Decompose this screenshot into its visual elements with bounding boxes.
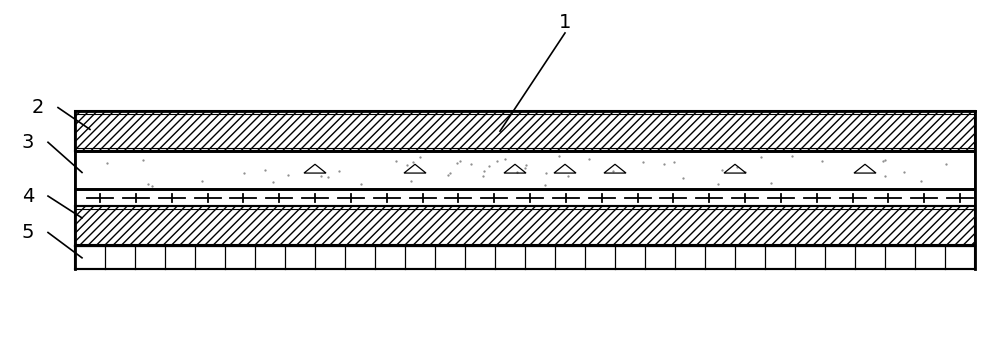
Point [476,168,492,174]
Point [517,165,533,170]
Point [560,173,576,178]
Point [135,157,151,162]
Point [440,172,456,178]
Point [442,170,458,176]
Point [489,159,505,164]
Text: 2: 2 [32,98,44,117]
Point [877,157,893,163]
Point [265,179,281,184]
Point [729,164,745,170]
Point [388,159,404,164]
Text: 1: 1 [559,13,571,32]
Text: 5: 5 [22,223,34,242]
Bar [75,111,975,151]
Point [518,162,534,168]
Point [551,154,567,159]
Point [675,176,691,181]
Point [144,183,160,188]
Point [353,181,369,187]
Point [405,159,421,165]
Point [320,175,336,180]
Point [666,159,682,165]
Text: 4: 4 [22,187,34,205]
Bar [75,152,975,189]
Point [403,178,419,184]
Point [896,169,912,174]
Point [635,160,651,165]
Text: 3: 3 [22,133,34,152]
Point [509,169,525,174]
Point [763,180,779,186]
Point [280,172,296,178]
Point [605,168,621,174]
Point [814,159,830,164]
Point [913,179,929,184]
Point [313,174,329,179]
Bar [75,190,975,206]
Point [714,167,730,172]
Point [449,161,465,166]
Point [194,178,210,183]
Point [452,158,468,163]
Point [877,174,893,179]
Point [537,183,553,188]
Point [481,163,497,168]
Bar [75,246,975,269]
Point [938,162,954,167]
Point [399,162,415,168]
Point [710,181,726,186]
Point [784,153,800,159]
Point [140,181,156,187]
Point [475,174,491,179]
Point [875,158,891,163]
Point [412,154,428,160]
Point [236,170,252,175]
Point [753,154,769,160]
Point [656,161,672,167]
Point [99,160,115,166]
Point [737,169,753,175]
Point [497,156,513,161]
Point [257,167,273,172]
Point [581,156,597,162]
Point [331,168,347,174]
Point [538,170,554,176]
Bar [75,206,975,246]
Point [463,161,479,167]
